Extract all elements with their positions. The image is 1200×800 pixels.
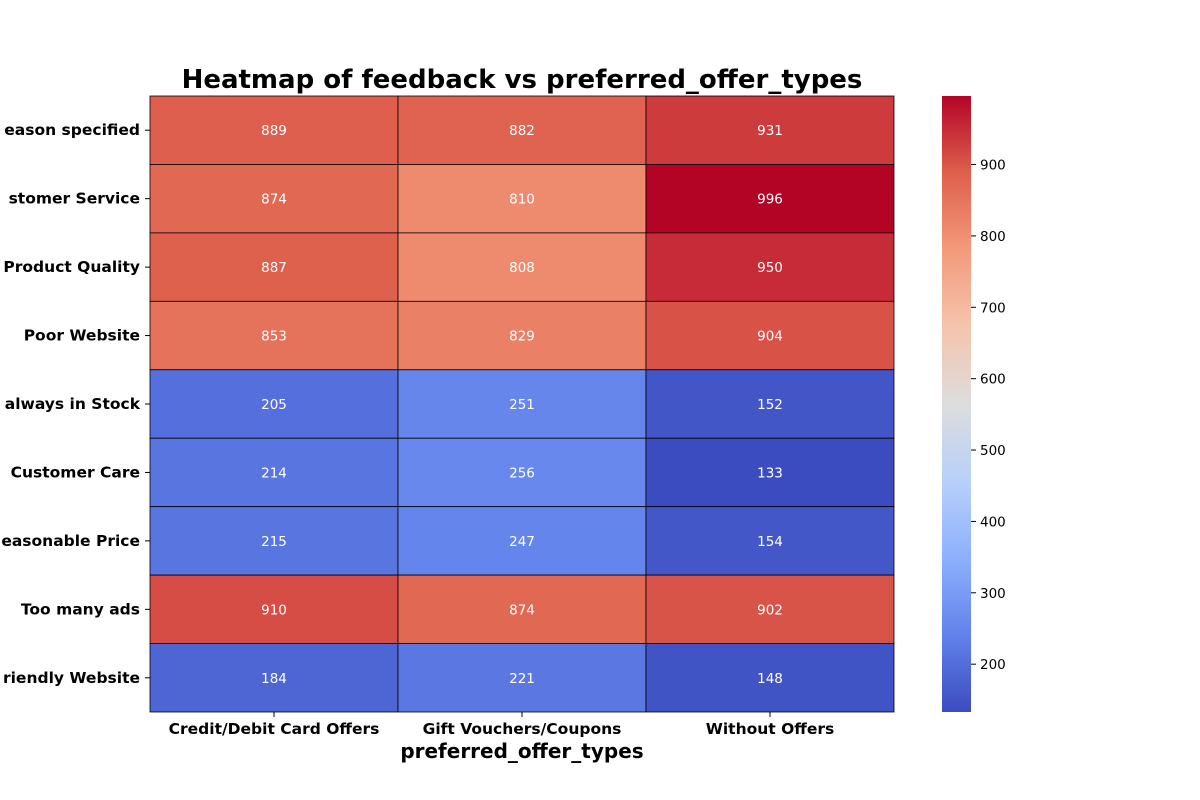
heatmap-cell [645,300,895,371]
cell-value-label: 874 [509,602,535,618]
cell-value-label: 931 [757,123,783,139]
heatmap-cell [149,300,399,371]
colorbar-tick-label: 900 [980,158,1006,174]
colorbar-tick-label: 200 [980,657,1006,673]
heatmap-cell [397,95,647,165]
x-axis-label: preferred_offer_types [400,739,643,763]
cell-value-label: 889 [261,123,287,139]
column-tick-label: Without Offers [706,720,834,738]
heatmap-cell [645,506,895,576]
cell-value-label: 221 [509,671,535,687]
colorbar-tick-label: 800 [980,229,1006,245]
cell-value-label: 251 [509,397,535,413]
cell-value-label: 853 [261,329,287,345]
heatmap-cell [149,574,399,644]
heatmap-cell [397,369,647,439]
heatmap-cell [397,232,647,302]
cell-value-label: 874 [261,192,287,208]
heatmap-cell [645,643,895,713]
colorbar-tick-label: 600 [980,372,1006,388]
heatmap-cell [149,164,399,234]
cell-value-label: 133 [757,465,783,481]
row-tick-label: Poor Website [24,327,140,345]
cell-value-label: 148 [757,671,783,687]
heatmap-cell [397,506,647,576]
colorbar-tick-label: 500 [980,443,1006,459]
cell-value-label: 902 [757,602,783,618]
heatmap-cell [397,164,647,234]
row-tick-label: always in Stock [5,395,141,413]
cell-value-label: 829 [509,329,535,345]
column-tick-label: Gift Vouchers/Coupons [423,720,622,738]
cell-value-label: 810 [509,192,535,208]
cell-value-label: 184 [261,671,287,687]
cell-value-label: 950 [757,260,783,276]
cell-value-label: 910 [261,602,287,618]
colorbar-gradient [942,96,971,712]
cell-value-label: 256 [509,465,535,481]
heatmap-cell [645,437,895,508]
colorbar-tick-label: 300 [980,586,1006,602]
heatmap-cell [645,369,895,439]
heatmap-cell [397,574,647,644]
colorbar-tick-label: 400 [980,514,1006,530]
cell-value-label: 887 [261,260,287,276]
heatmap-cell [397,437,647,508]
heatmap-cell [645,574,895,644]
colorbar-tick-label: 700 [980,300,1006,316]
colorbar: 200 300 400 500 600 700 800 900 [942,96,1006,712]
cell-value-label: 247 [509,534,535,550]
heatmap-cell [645,164,895,234]
row-tick-label: eason specified [4,121,140,139]
row-tick-label: Too many ads [21,600,140,618]
cell-value-label: 205 [261,397,287,413]
heatmap-cell [149,506,399,576]
heatmap-cell [149,369,399,439]
cell-value-label: 808 [509,260,535,276]
row-tick-label: Customer Care [11,463,140,481]
column-tick-label: Credit/Debit Card Offers [169,720,380,738]
cell-value-label: 152 [757,397,783,413]
heatmap-cell [149,643,399,713]
row-labels: eason specified stomer Service Product Qua… [1,121,150,687]
column-labels: Credit/Debit Card Offers Gift Vouchers/Co… [169,712,834,738]
row-tick-label: easonable Price [1,532,140,550]
cell-value-label: 214 [261,465,287,481]
cell-value-label: 215 [261,534,287,550]
chart-title: Heatmap of feedback vs preferred_offer_t… [182,65,863,95]
row-tick-label: Product Quality [3,258,140,276]
cell-value-label: 996 [757,192,783,208]
cell-value-label: 154 [757,534,783,550]
heatmap-cells: 889 882 931 874 810 996 887 808 950 853 829 904 205 2… [149,95,895,713]
cell-value-label: 882 [509,123,535,139]
heatmap-cell [149,95,399,165]
cell-value-label: 904 [757,329,783,345]
row-tick-label: riendly Website [3,669,140,687]
heatmap-cell [645,95,895,165]
row-tick-label: stomer Service [9,190,140,208]
